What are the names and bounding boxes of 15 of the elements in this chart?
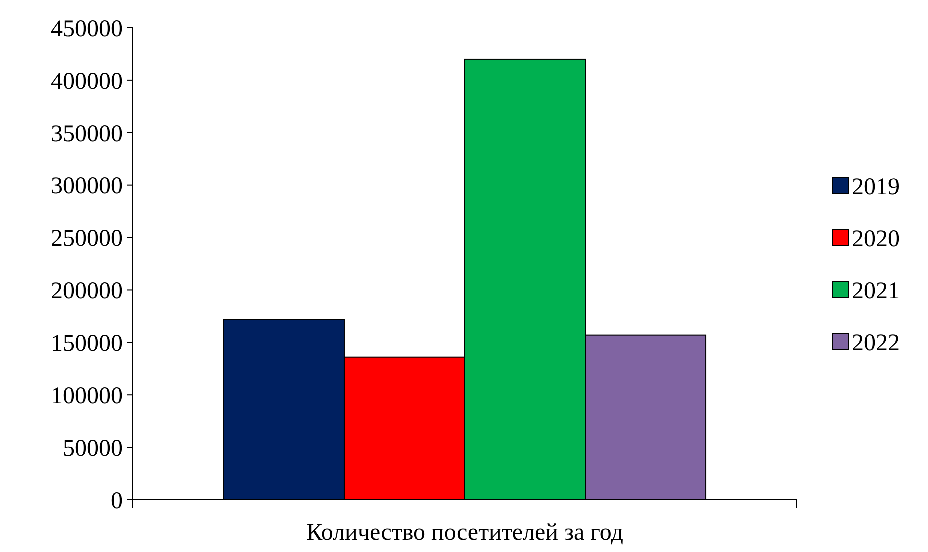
- y-tick-label: 200000: [51, 278, 123, 305]
- y-tick-label: 350000: [51, 121, 123, 148]
- x-tick-label: Количество посетителей за год: [306, 520, 624, 546]
- legend-label: 2021: [852, 278, 900, 304]
- legend-label: 2019: [852, 174, 900, 200]
- y-tick-label: 300000: [51, 174, 123, 200]
- y-tick-label: 250000: [51, 226, 123, 252]
- y-tick-label: 50000: [63, 436, 123, 462]
- y-tick-label: 100000: [51, 384, 123, 410]
- y-tick-label: 150000: [51, 331, 123, 358]
- y-tick-label: 0: [111, 488, 123, 514]
- legend-label: 2022: [852, 330, 900, 356]
- y-tick-label: 450000: [51, 16, 123, 42]
- legend-label: 2020: [852, 226, 900, 252]
- y-tick-label: 400000: [51, 68, 123, 95]
